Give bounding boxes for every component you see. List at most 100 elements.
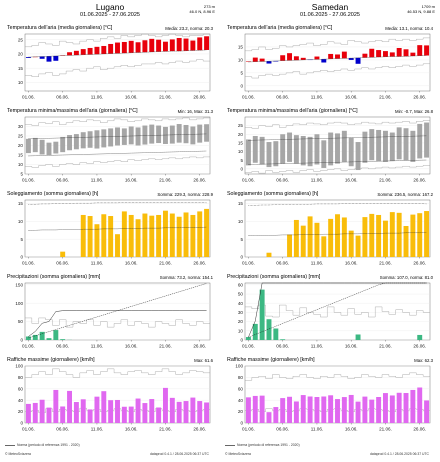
- chart-stats: Min: 16, Max: 31.3: [177, 108, 213, 114]
- anomaly-bar: [300, 57, 306, 60]
- x-tick-label: 11.06.: [91, 261, 103, 266]
- y-tick-label: 40: [18, 398, 24, 403]
- record-high-envelope: [25, 33, 210, 48]
- gust-bar: [287, 396, 293, 423]
- anomaly-bar: [176, 37, 182, 52]
- precip-bar: [252, 323, 258, 340]
- gust-bar: [266, 412, 272, 423]
- anomaly-bar: [403, 49, 409, 57]
- sunshine-bar: [183, 212, 189, 257]
- y-tick-label: 50: [18, 319, 24, 324]
- anomaly-bar: [280, 55, 286, 61]
- minmax-bar: [121, 128, 127, 145]
- y-tick-label: 0: [20, 255, 23, 260]
- sunshine-bar: [424, 211, 430, 257]
- x-tick-label: 21.06.: [159, 344, 172, 349]
- sunshine-bar: [169, 213, 175, 257]
- footer-credit: © MeteoSvizzera: [5, 452, 31, 456]
- precip-bar: [417, 334, 423, 340]
- minmax-bar: [25, 138, 31, 154]
- anomaly-bar: [252, 57, 258, 62]
- gust-bar: [403, 393, 409, 423]
- gust-bar: [39, 399, 45, 423]
- minmax-bar: [32, 137, 38, 153]
- gust-bar: [376, 397, 382, 423]
- station-coordinates: 1709 m 46.53 N, 9.88 E: [407, 4, 435, 14]
- chart-title: Temperatura minima/massima dell'aria (gi…: [227, 108, 358, 114]
- chart-panel-precip-samedan: Precipitazioni (somma giornaliera) [mm] …: [225, 274, 435, 353]
- x-tick-label: 01.06.: [242, 178, 255, 183]
- gust-bar: [176, 401, 182, 423]
- sunshine-bar: [307, 216, 313, 257]
- y-tick-label: 0: [240, 83, 243, 88]
- anomaly-bar: [204, 36, 210, 50]
- x-tick-label: 26.06.: [193, 427, 206, 432]
- y-tick-label: 15: [18, 153, 24, 158]
- chart-plot: 0 20 40 60 80 100 01.06. 06.06. 11.06. 16.06. 21.0…: [235, 364, 431, 432]
- x-tick-label: 01.06.: [22, 178, 35, 183]
- minmax-bar: [410, 130, 416, 162]
- observed-cumulative-line: [248, 282, 427, 338]
- x-tick-label: 11.06.: [311, 427, 323, 432]
- y-tick-label: 10: [238, 58, 244, 63]
- chart-title: Soleggiamento (somma giornaliera) [h]: [227, 191, 319, 197]
- station-name: Samedan: [311, 2, 349, 12]
- minmax-bar: [321, 140, 327, 168]
- y-tick-label: 20: [18, 52, 24, 57]
- chart-panel-sunshine-samedan: Soleggiamento (somma giornaliera) [h] So…: [225, 191, 435, 270]
- y-tick-label: 5: [240, 70, 243, 75]
- sunshine-bar: [362, 217, 368, 257]
- sunshine-bar: [341, 217, 347, 257]
- minmax-bar: [156, 125, 162, 144]
- footer-legend-text: Norma (periodo di referenza 1991 - 2020): [17, 443, 80, 447]
- chart-panel-sunshine-lugano: Soleggiamento (somma giornaliera) [h] So…: [5, 191, 215, 270]
- sunshine-bar: [94, 224, 100, 257]
- sunshine-bar: [314, 222, 320, 257]
- anomaly-bar: [108, 43, 114, 54]
- chart-title: Temperatura minima/massima dell'aria (gi…: [7, 108, 138, 114]
- anomaly-bar: [128, 40, 134, 53]
- chart-title: Precipitazioni (somma giornaliera) [mm]: [227, 274, 321, 280]
- y-tick-label: 25: [238, 123, 244, 128]
- minmax-bar: [382, 130, 388, 162]
- gust-bar: [362, 396, 368, 423]
- gust-bar: [156, 407, 162, 423]
- gust-bar: [169, 397, 175, 423]
- y-tick-label: 0: [240, 421, 243, 426]
- record-high-envelope: [245, 120, 430, 129]
- minmax-bar: [101, 129, 107, 148]
- minmax-bar: [176, 124, 182, 143]
- max-possible-line: [248, 203, 427, 206]
- station-header-samedan: Samedan 01.06.2025 - 27.06.2025 1709 m 4…: [225, 2, 435, 19]
- y-tick-label: 10: [238, 219, 244, 224]
- x-tick-label: 21.06.: [379, 178, 392, 183]
- minmax-bar: [67, 135, 73, 151]
- minmax-bar: [362, 131, 368, 163]
- gust-bar: [382, 393, 388, 423]
- minmax-bar: [94, 130, 100, 149]
- minmax-bar: [149, 124, 155, 144]
- norm-line: [28, 49, 207, 58]
- y-tick-label: 25: [18, 134, 24, 139]
- gust-bar: [396, 392, 402, 423]
- minmax-bar: [328, 132, 334, 166]
- gust-bar: [80, 399, 86, 423]
- anomaly-bar: [328, 53, 334, 59]
- minmax-bar: [204, 124, 210, 142]
- gust-bar: [162, 387, 168, 423]
- station-header-lugano: Lugano 01.06.2025 - 27.06.2025 273 m 46.…: [5, 2, 215, 19]
- x-tick-label: 16.06.: [345, 95, 358, 100]
- minmax-bar: [53, 141, 59, 154]
- y-tick-label: 30: [18, 124, 24, 129]
- minmax-bar: [266, 142, 272, 168]
- sunshine-bar: [108, 216, 114, 257]
- y-tick-label: 15: [238, 201, 244, 206]
- x-tick-label: 21.06.: [379, 95, 392, 100]
- anomaly-bar: [293, 56, 299, 61]
- y-tick-label: 15: [238, 141, 244, 146]
- chart-panel-gust-lugano: Raffiche massime (giornaliere) [km/h] Ma…: [5, 357, 215, 436]
- y-tick-label: 0: [20, 421, 23, 426]
- x-tick-label: 16.06.: [125, 427, 138, 432]
- gust-bar: [259, 395, 265, 423]
- x-tick-label: 06.06.: [276, 95, 289, 100]
